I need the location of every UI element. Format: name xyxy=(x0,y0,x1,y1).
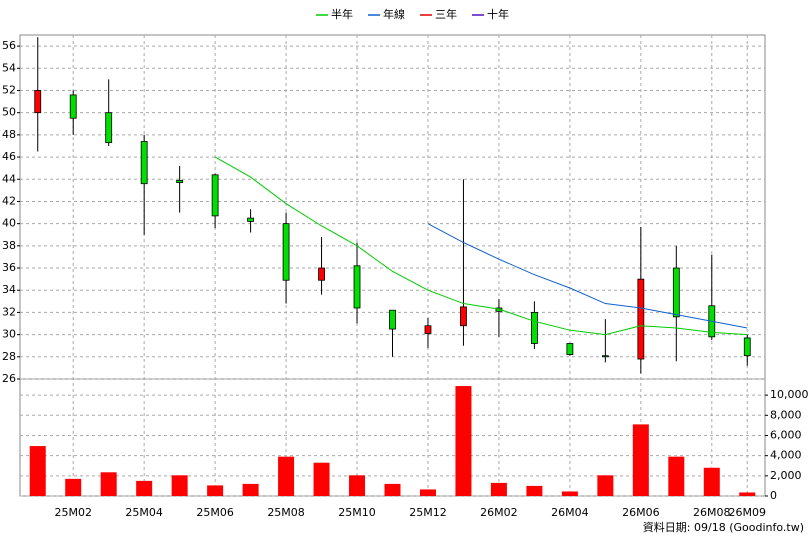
y2-tick-label: 6,000 xyxy=(770,428,802,441)
candle-body xyxy=(389,309,396,330)
volume-bar xyxy=(455,386,472,496)
volume-bar xyxy=(597,475,614,496)
y-tick-label: 34 xyxy=(2,283,16,296)
candle-body xyxy=(211,174,219,217)
y-tick-label: 28 xyxy=(2,350,16,363)
volume-bar xyxy=(739,492,756,496)
candle-body xyxy=(140,141,148,185)
footnote: 資料日期: 09/18 (Goodinfo.tw) xyxy=(643,520,804,534)
x-tick-label: 25M12 xyxy=(409,506,447,519)
volume-bar xyxy=(207,485,224,496)
legend-label: 半年 xyxy=(331,7,353,21)
y-tick-label: 32 xyxy=(2,305,16,318)
volume-bar xyxy=(419,489,436,496)
x-tick-label: 26M06 xyxy=(622,506,660,519)
x-tick-label: 26M02 xyxy=(480,506,518,519)
legend-label: 十年 xyxy=(487,7,509,21)
x-tick-label: 25M10 xyxy=(338,506,376,519)
y-tick-label: 44 xyxy=(2,172,16,185)
plot-frame xyxy=(19,34,766,497)
y-tick-label: 56 xyxy=(2,39,16,52)
x-tick-label: 26M04 xyxy=(551,506,589,519)
x-tick-label: 25M04 xyxy=(125,506,163,519)
candle-body xyxy=(672,267,680,318)
volume-bar xyxy=(703,467,720,496)
candle-body xyxy=(176,179,184,183)
volume-bar xyxy=(313,462,330,496)
y-tick-label: 26 xyxy=(2,372,16,385)
candle-body xyxy=(601,355,609,358)
candle-body xyxy=(531,312,538,344)
legend-label: 三年 xyxy=(435,7,457,21)
y-tick-label: 48 xyxy=(2,128,16,141)
volume-bar xyxy=(278,456,295,496)
candle-body xyxy=(637,278,645,360)
x-tick-label: 25M02 xyxy=(54,506,92,519)
candle-body xyxy=(34,90,42,114)
volume-bar xyxy=(242,483,259,496)
candle-body xyxy=(105,112,113,144)
x-tick-label: 25M08 xyxy=(267,506,305,519)
ma-line xyxy=(214,156,748,336)
x-tick-label: 26M09 xyxy=(729,506,767,519)
volume-bar xyxy=(384,483,401,496)
candle-body xyxy=(460,306,467,327)
y-tick-label: 54 xyxy=(2,61,16,74)
y2-tick-label: 10,000 xyxy=(770,388,808,401)
volume-bar xyxy=(171,475,188,496)
volume-bar xyxy=(561,491,578,496)
volume-bar xyxy=(29,446,46,496)
candle-body xyxy=(282,223,290,281)
legend-label: 年線 xyxy=(383,7,405,21)
x-tick-label: 26M08 xyxy=(693,506,731,519)
volume-bar xyxy=(632,424,649,496)
candle-body xyxy=(69,94,77,119)
y-tick-label: 30 xyxy=(2,328,16,341)
volume-bar xyxy=(490,482,507,496)
y-tick-label: 52 xyxy=(2,83,16,96)
candle-body xyxy=(566,343,574,355)
y-tick-label: 38 xyxy=(2,239,16,252)
volume-bar xyxy=(349,475,366,496)
candle-body xyxy=(318,267,325,281)
candle-body xyxy=(743,337,751,357)
y2-tick-label: 2,000 xyxy=(770,469,802,482)
volume-bar xyxy=(526,485,543,496)
volume-bar xyxy=(100,472,117,496)
x-tick-label: 25M06 xyxy=(196,506,234,519)
candle-body xyxy=(247,217,254,222)
y2-tick-label: 4,000 xyxy=(770,449,802,462)
ma-line xyxy=(427,223,748,329)
y2-tick-label: 0 xyxy=(770,489,777,502)
y-tick-label: 46 xyxy=(2,150,16,163)
volume-bar xyxy=(668,456,685,496)
y2-tick-label: 8,000 xyxy=(770,408,802,421)
volume-bar xyxy=(65,478,82,496)
candle-body xyxy=(353,265,361,309)
y-tick-label: 36 xyxy=(2,261,16,274)
y-tick-label: 50 xyxy=(2,106,16,119)
y-tick-label: 42 xyxy=(2,194,16,207)
volume-bar xyxy=(136,480,153,496)
y-tick-label: 40 xyxy=(2,217,16,230)
candle-body xyxy=(424,325,432,334)
